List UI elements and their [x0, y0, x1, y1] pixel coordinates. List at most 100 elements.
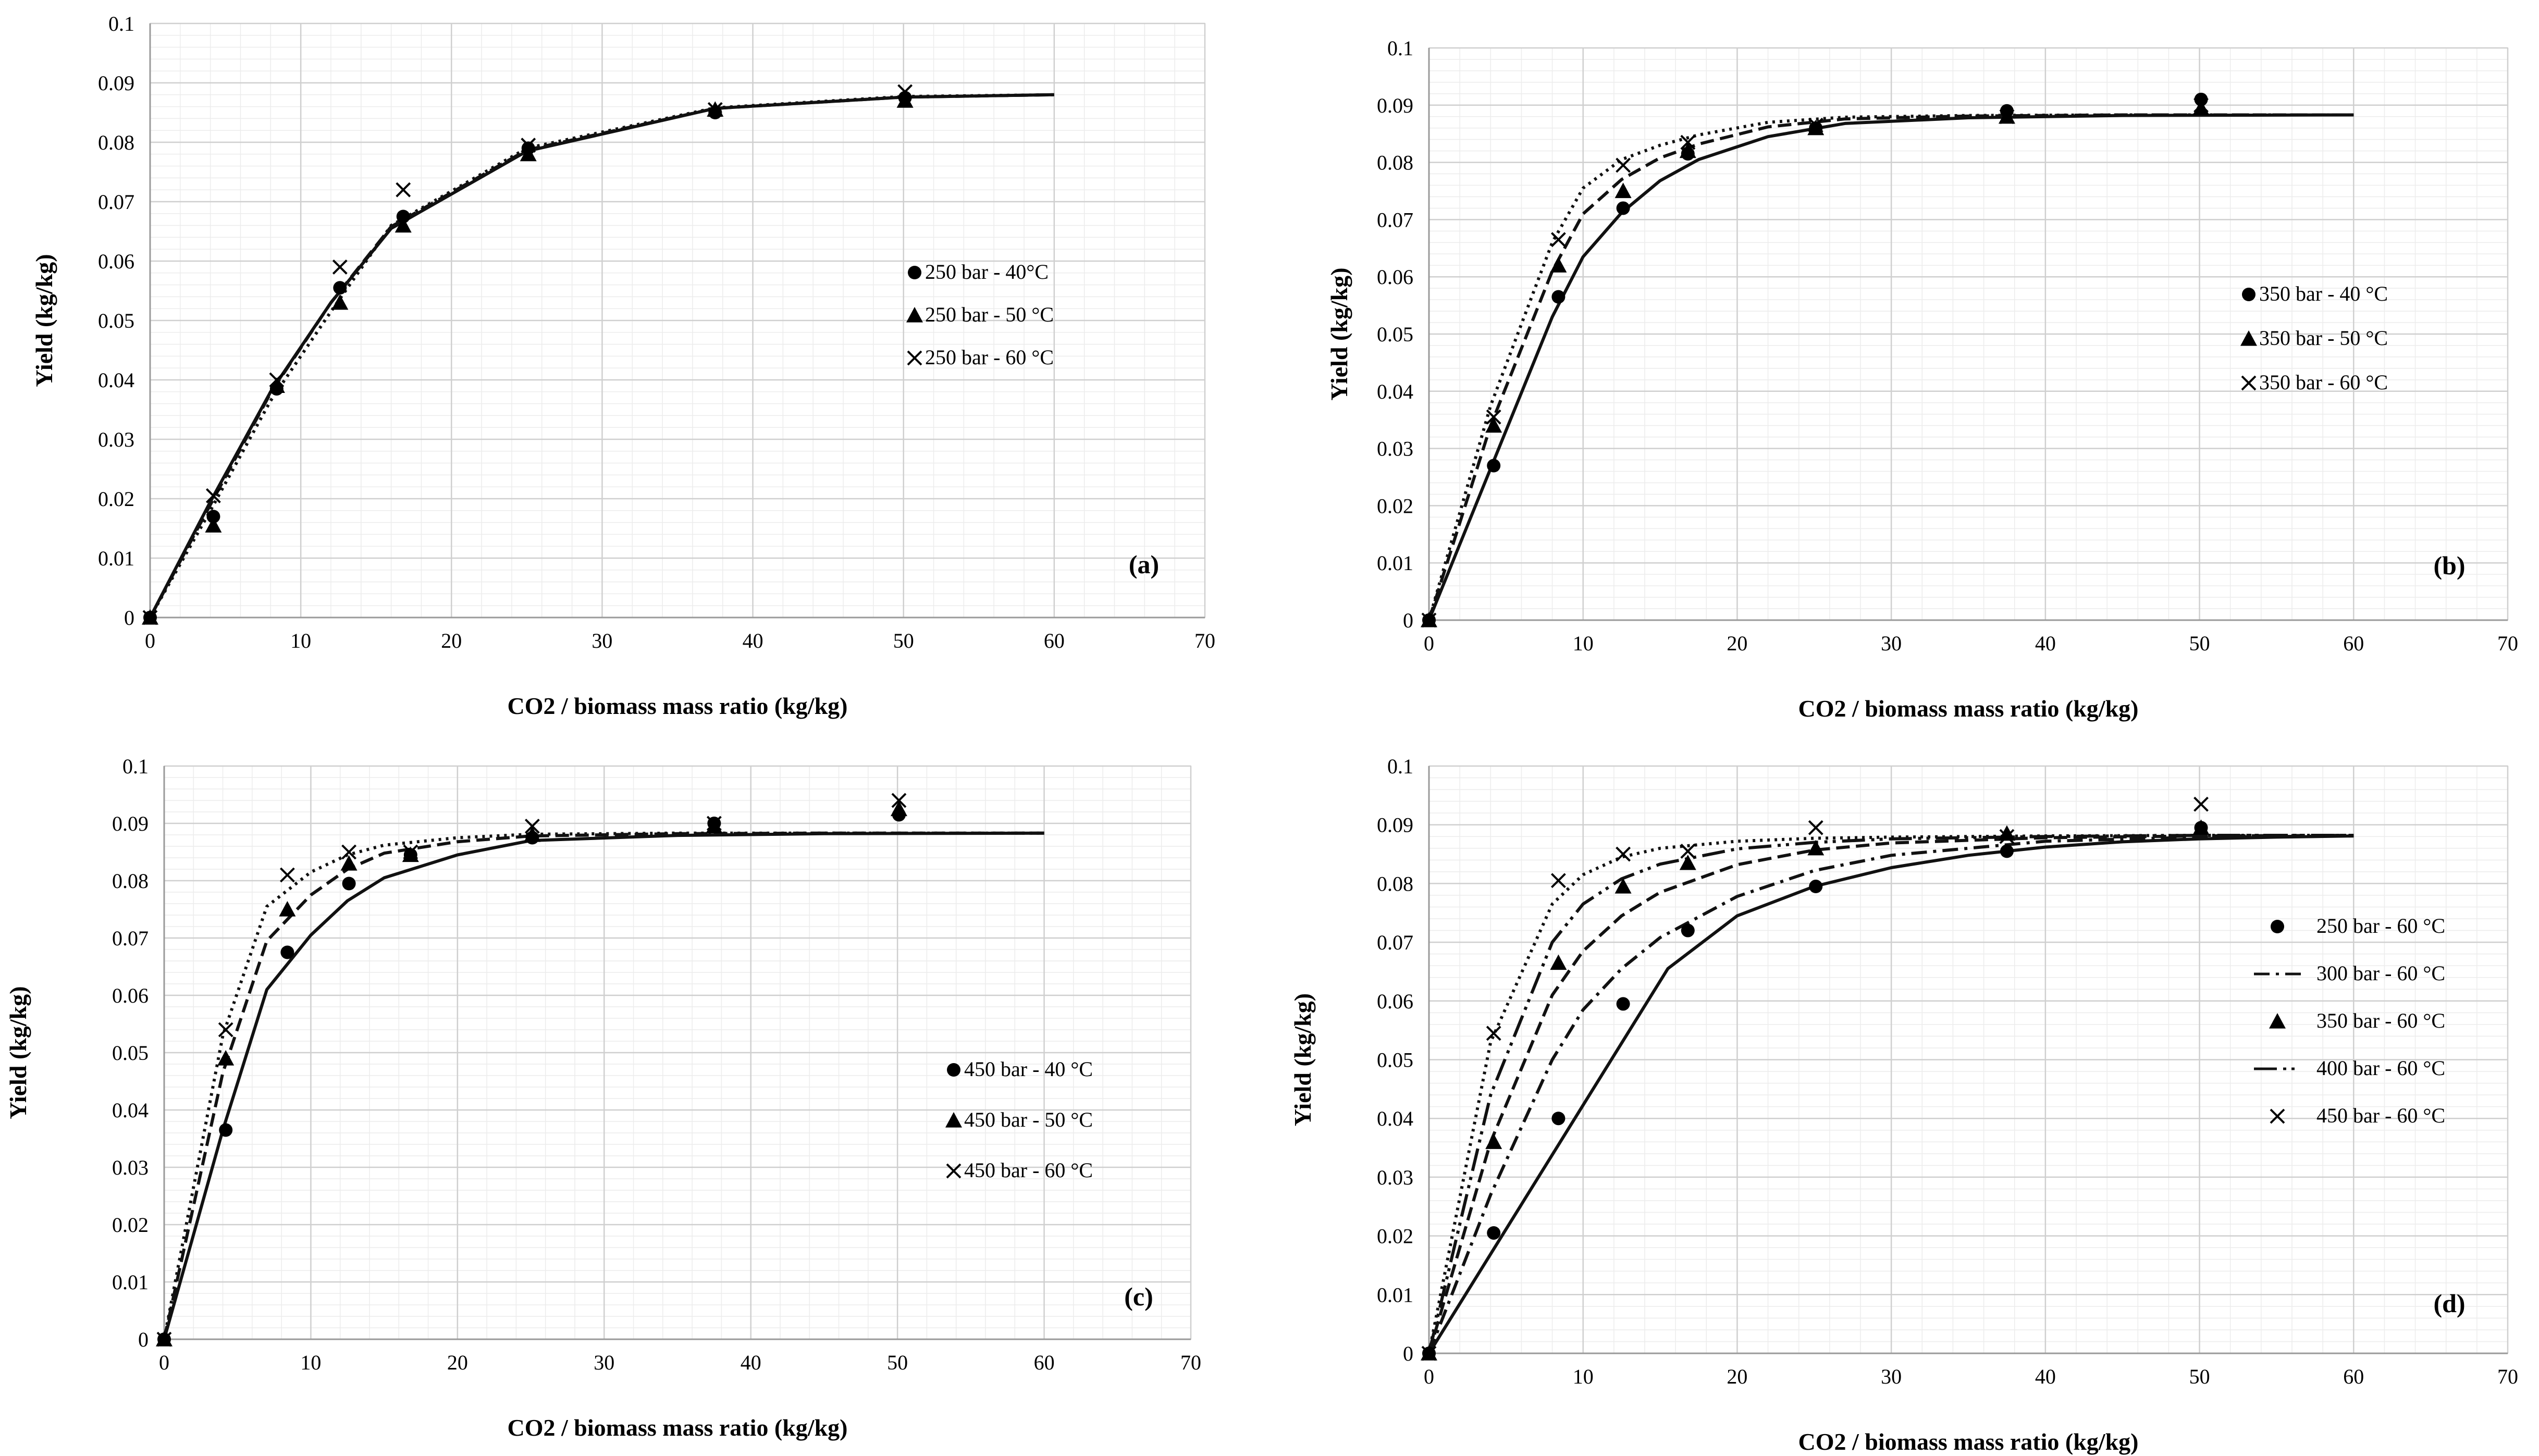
x-tick-label: 50 — [893, 629, 914, 652]
y-tick-label: 0 — [138, 1328, 149, 1351]
data-point-series-2 — [1807, 119, 1825, 135]
data-point-series-1 — [1551, 1112, 1566, 1126]
y-tick-label: 0.09 — [1377, 813, 1413, 837]
y-tick-label: 0.01 — [1377, 551, 1413, 575]
y-tick-label: 0.02 — [1377, 1225, 1413, 1248]
data-point-series-2 — [331, 294, 349, 310]
data-point-series-3 — [1679, 854, 1696, 870]
data-point-series-2 — [1550, 257, 1567, 273]
legend-label-2: 450 bar - 50 °C — [964, 1108, 1093, 1131]
data-point-series-2 — [2192, 100, 2210, 115]
x-tick-label: 70 — [1194, 629, 1215, 652]
data-point-series-1 — [342, 877, 356, 891]
y-tick-label: 0.07 — [98, 190, 134, 214]
data-point-series-3 — [897, 84, 913, 100]
data-point-series-3 — [332, 259, 348, 275]
legend-label-3: 450 bar - 60 °C — [964, 1158, 1093, 1182]
data-point-series-3 — [142, 610, 158, 625]
x-tick-label: 50 — [887, 1351, 908, 1374]
y-tick-label: 0.01 — [98, 547, 134, 570]
legend-marker-1 — [908, 266, 921, 279]
data-point-series-1 — [1616, 201, 1630, 215]
model-curve-2 — [163, 831, 1044, 1340]
model-curve-3 — [149, 93, 1054, 619]
model-curve-3 — [1427, 113, 2354, 621]
legend-marker-3 — [2269, 1013, 2286, 1029]
data-point-series-1 — [219, 1123, 233, 1137]
x-tick-label: 20 — [447, 1351, 468, 1374]
legend-label-4: 400 bar - 60 °C — [2316, 1056, 2445, 1080]
x-tick-label: 0 — [159, 1351, 169, 1374]
data-point-series-2 — [1485, 417, 1502, 433]
y-tick-label: 0.03 — [98, 428, 134, 451]
data-point-series-2 — [896, 92, 914, 108]
y-tick-label: 0.08 — [1377, 151, 1413, 175]
x-tick-label: 10 — [290, 629, 311, 652]
data-point-series-2 — [217, 1050, 235, 1066]
y-tick-label: 0.08 — [1377, 872, 1413, 895]
x-tick-label: 0 — [1424, 1365, 1434, 1388]
data-point-series-3 — [891, 793, 907, 808]
x-tick-label: 40 — [2035, 1365, 2056, 1388]
legend-label-1: 350 bar - 40 °C — [2259, 282, 2388, 305]
data-point-series-1 — [396, 209, 410, 224]
y-tick-label: 0.1 — [1387, 755, 1413, 778]
data-point-series-3 — [1614, 878, 1632, 894]
data-point-series-5 — [1550, 873, 1566, 889]
y-tick-label: 0.04 — [1377, 1107, 1413, 1130]
legend-marker-1 — [2242, 288, 2255, 301]
data-point-series-1 — [206, 510, 220, 524]
data-point-series-3 — [1550, 232, 1566, 248]
legend-marker-2 — [2240, 330, 2257, 346]
data-point-series-5 — [1808, 820, 1823, 835]
x-tick-label: 70 — [1180, 1351, 1201, 1374]
x-tick-label: 20 — [1727, 632, 1747, 655]
y-tick-label: 0.05 — [1377, 323, 1413, 346]
y-axis-label: Yield (kg/kg) — [1289, 993, 1316, 1126]
y-tick-label: 0.05 — [1377, 1048, 1413, 1072]
data-point-series-3 — [1421, 612, 1437, 628]
data-point-series-5 — [1999, 829, 2015, 844]
x-axis-label: CO2 / biomass mass ratio (kg/kg) — [508, 1414, 848, 1441]
y-tick-label: 0.02 — [112, 1213, 149, 1237]
legend-marker-5 — [2270, 1108, 2285, 1124]
chart-2: 0 10 20 30 40 50 60 70 0 0.01 0.02 0.03 0.04 0.05 0.06… — [1326, 36, 2518, 722]
y-tick-label: 0.01 — [1377, 1283, 1413, 1306]
data-point-series-3 — [1807, 840, 1825, 856]
y-tick-label: 0.08 — [112, 869, 149, 893]
legend-marker-1 — [2271, 920, 2284, 933]
data-point-series-5 — [1486, 1026, 1501, 1041]
y-tick-label: 0.07 — [112, 927, 149, 950]
y-axis-label: Yield (kg/kg) — [5, 986, 31, 1119]
x-tick-label: 0 — [1424, 632, 1434, 655]
data-point-series-3 — [396, 182, 411, 198]
x-tick-label: 60 — [2343, 632, 2364, 655]
data-point-series-3 — [2192, 819, 2210, 835]
y-tick-label: 0.09 — [112, 812, 149, 835]
y-axis-label: Yield (kg/kg) — [1326, 267, 1352, 400]
legend-marker-3 — [2241, 375, 2257, 391]
data-point-series-5 — [2193, 796, 2209, 812]
data-point-series-1 — [280, 945, 294, 959]
x-tick-label: 60 — [2343, 1365, 2364, 1388]
data-point-series-2 — [268, 377, 285, 393]
y-tick-label: 0.03 — [1377, 1166, 1413, 1189]
legend-marker-2 — [945, 1112, 962, 1128]
y-tick-label: 0.06 — [1377, 265, 1413, 289]
data-point-series-3 — [1485, 1133, 1502, 1149]
y-tick-label: 0.09 — [1377, 94, 1413, 117]
legend-label-1: 450 bar - 40 °C — [964, 1057, 1093, 1081]
panel-label: (a) — [1129, 550, 1159, 579]
legend-marker-3 — [907, 350, 922, 366]
data-point-series-2 — [395, 217, 412, 233]
data-point-series-5 — [1680, 844, 1696, 859]
y-tick-label: 0.03 — [1377, 437, 1413, 461]
data-point-series-3 — [269, 372, 285, 388]
y-tick-label: 0.06 — [98, 250, 134, 273]
y-tick-label: 0.04 — [112, 1099, 149, 1122]
x-tick-label: 20 — [441, 629, 462, 652]
x-tick-label: 40 — [741, 1351, 761, 1374]
data-point-series-5 — [1421, 1346, 1437, 1361]
y-tick-label: 0.04 — [1377, 380, 1413, 403]
legend-label-3: 350 bar - 60 °C — [2259, 371, 2388, 394]
